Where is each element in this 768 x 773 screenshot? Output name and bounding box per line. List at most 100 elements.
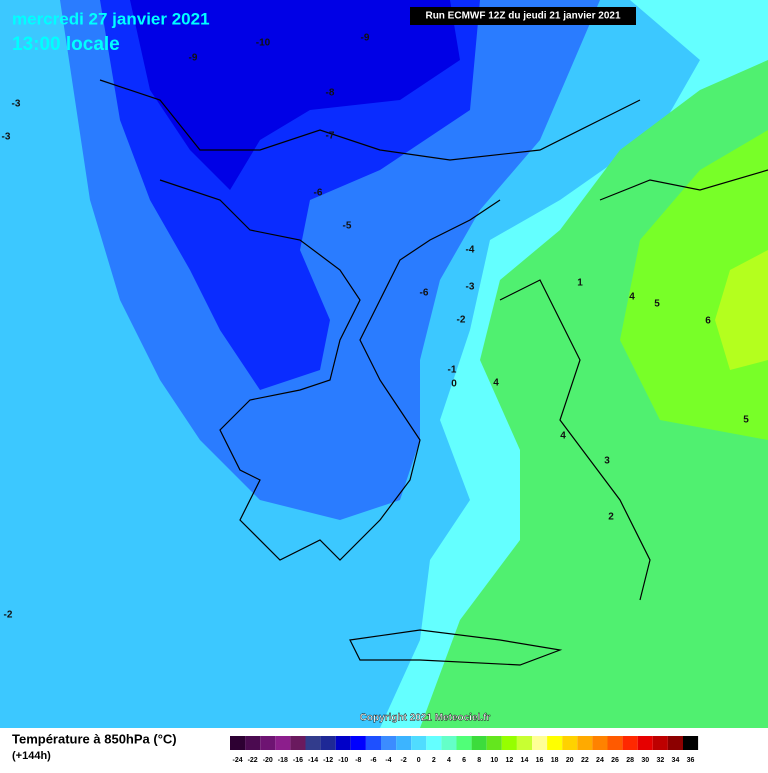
color-swatch (260, 736, 276, 750)
color-swatch (396, 736, 412, 750)
color-swatch (275, 736, 291, 750)
contour-label: 5 (654, 299, 660, 310)
color-swatch (471, 736, 487, 750)
colorbar-label: 0 (417, 757, 421, 764)
color-swatch (562, 736, 578, 750)
color-swatch (652, 736, 668, 750)
contour-label: 2 (608, 512, 614, 523)
colorbar-label: 6 (462, 757, 466, 764)
contour-label: -9 (361, 33, 370, 44)
field-darkest-blue (130, 0, 460, 190)
color-swatch (547, 736, 563, 750)
copyright: Copyright 2021 Meteociel.fr (360, 713, 491, 724)
contour-label: 5 (743, 415, 749, 426)
contour-label: -2 (4, 610, 13, 621)
colorbar-label: 4 (447, 757, 451, 764)
legend-lead: (+144h) (12, 750, 51, 762)
colorbar-label: 8 (477, 757, 481, 764)
color-swatch (486, 736, 502, 750)
coast-black-sea (599, 169, 768, 201)
legend-title: Température à 850hPa (°C) (12, 731, 177, 746)
colorbar-label: 28 (626, 757, 634, 764)
colorbar-label: 20 (566, 757, 574, 764)
contour-label: -5 (343, 221, 352, 232)
colorbar-label: -8 (355, 757, 361, 764)
run-info: Run ECMWF 12Z du jeudi 21 janvier 2021 (425, 11, 620, 22)
coastlines (99, 79, 768, 666)
contour-label: -6 (420, 288, 429, 299)
colorbar-label: -22 (248, 757, 258, 764)
colorbar-label: -4 (385, 757, 391, 764)
color-swatch (683, 736, 699, 750)
colorbar-label: 16 (536, 757, 544, 764)
colorbar-label: 10 (490, 757, 498, 764)
contour-label: -6 (314, 188, 323, 199)
contour-label: -9 (189, 53, 198, 64)
contour-label: -10 (256, 38, 271, 49)
contour-label: 1 (577, 278, 583, 289)
contour-label: -7 (326, 131, 335, 142)
color-swatch (501, 736, 517, 750)
colorbar-label: -10 (338, 757, 348, 764)
colorbar-label: -16 (293, 757, 303, 764)
contour-label: 4 (560, 431, 566, 442)
color-swatch (667, 736, 683, 750)
contour-label: 0 (451, 379, 457, 390)
map-title: mercredi 27 janvier 2021 (12, 9, 210, 28)
borders-north (99, 79, 641, 161)
contour-labels: -10-9-9-8-7-6-5-4-6-3-2-10145644325-3-3-… (2, 33, 750, 621)
colorbar-label: 14 (521, 757, 529, 764)
color-swatch (320, 736, 336, 750)
color-swatch (516, 736, 532, 750)
color-swatch (532, 736, 548, 750)
color-swatch (577, 736, 593, 750)
coast-turkey (499, 279, 651, 601)
colorbar-label: -14 (308, 757, 318, 764)
colorbar-label: 12 (505, 757, 513, 764)
colorbar-label: 34 (672, 757, 680, 764)
color-swatch (622, 736, 638, 750)
colorbar-label: 36 (687, 757, 695, 764)
coast-crete (349, 629, 563, 666)
field-west-blue (0, 90, 70, 280)
contour-label: 4 (493, 378, 499, 389)
color-swatch (607, 736, 623, 750)
contour-label: -3 (12, 99, 21, 110)
color-swatch (305, 736, 321, 750)
colorbar-label: -18 (278, 757, 288, 764)
color-swatch (637, 736, 653, 750)
contour-label: -2 (457, 315, 466, 326)
colorbar-label: 22 (581, 757, 589, 764)
colorbar-label: 30 (641, 757, 649, 764)
colorbar-label: 24 (596, 757, 604, 764)
colorbar-label: 18 (551, 757, 559, 764)
color-swatch (335, 736, 351, 750)
run-box (410, 7, 636, 25)
colorbar: -24 -22 -20 -18 -16 -14 -12 -10 -8 -6 -4 -2 0 2 4 6 8 10 1… (230, 736, 699, 764)
contour-label: 3 (604, 456, 610, 467)
contour-label: -8 (326, 88, 335, 99)
color-swatch (381, 736, 397, 750)
contour-label: -4 (466, 245, 475, 256)
contour-label: -1 (448, 365, 457, 376)
colorbar-label: 32 (656, 757, 664, 764)
color-swatch (365, 736, 381, 750)
color-swatch (411, 736, 427, 750)
colorbar-label: -6 (370, 757, 376, 764)
colorbar-label: -2 (401, 757, 407, 764)
color-swatch (230, 736, 246, 750)
contour-label: 6 (705, 316, 711, 327)
color-swatch (441, 736, 457, 750)
temperature-field (0, 0, 768, 728)
color-swatch (456, 736, 472, 750)
colorbar-label: 2 (432, 757, 436, 764)
color-swatch (592, 736, 608, 750)
colorbar-label: -12 (323, 757, 333, 764)
colorbar-label: -24 (232, 757, 242, 764)
contour-label: -3 (466, 282, 475, 293)
colorbar-label: 26 (611, 757, 619, 764)
map-subtitle: 13:00 locale (12, 34, 120, 55)
contour-label: -3 (2, 132, 11, 143)
contour-label: 4 (629, 292, 635, 303)
field-yellow-green (715, 250, 768, 370)
